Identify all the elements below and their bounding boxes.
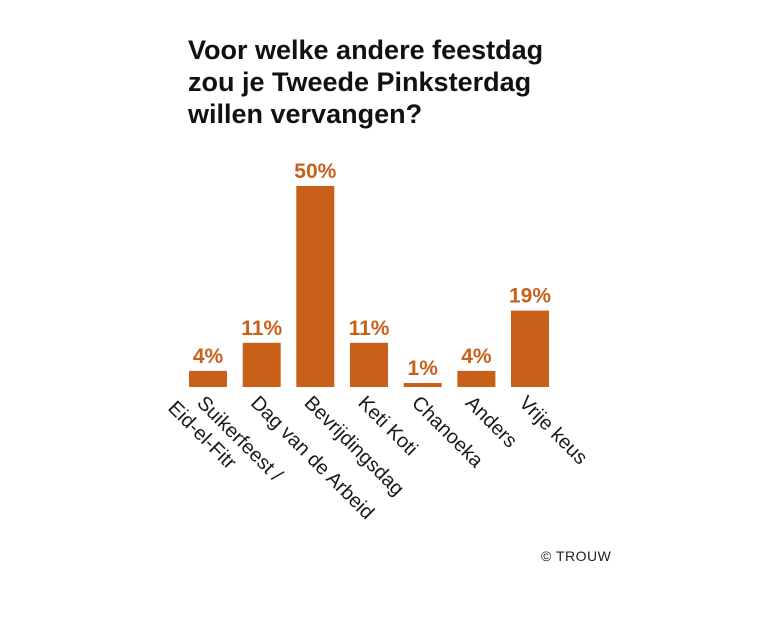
value-label-1: 11% (241, 317, 282, 340)
copyright-credit: © TROUW (541, 548, 612, 564)
bar-3 (350, 342, 388, 387)
bars-group (189, 186, 549, 387)
chart-title: Voor welke andere feestdag zou je Tweede… (188, 34, 628, 130)
category-label-6-line-0: Vrije keus (514, 392, 591, 469)
bar-1 (242, 342, 281, 387)
bar-2 (296, 186, 335, 387)
value-label-5: 4% (461, 345, 492, 368)
chart-title-line-2: zou je Tweede Pinksterdag (188, 67, 532, 97)
value-label-0: 4% (193, 345, 224, 368)
bar-0 (189, 370, 227, 387)
category-labels-group: Suikerfeest /Eid-el-Fitr Dag van de Arbei… (163, 392, 591, 524)
chart-title-line-3: willen vervangen? (188, 99, 423, 129)
value-label-2: 50% (294, 160, 336, 183)
value-label-3: 11% (349, 317, 390, 340)
value-label-6: 19% (509, 285, 551, 308)
category-label-6: Vrije keus (514, 392, 591, 469)
chart-title-line-1: Voor welke andere feestdag (188, 35, 544, 65)
bar-4 (403, 383, 442, 387)
bar-6 (511, 310, 549, 387)
value-labels-group: 4% 11% 50% 11% 1% 4% 19% (193, 160, 552, 380)
bar-5 (457, 370, 496, 387)
value-label-4: 1% (408, 357, 439, 380)
